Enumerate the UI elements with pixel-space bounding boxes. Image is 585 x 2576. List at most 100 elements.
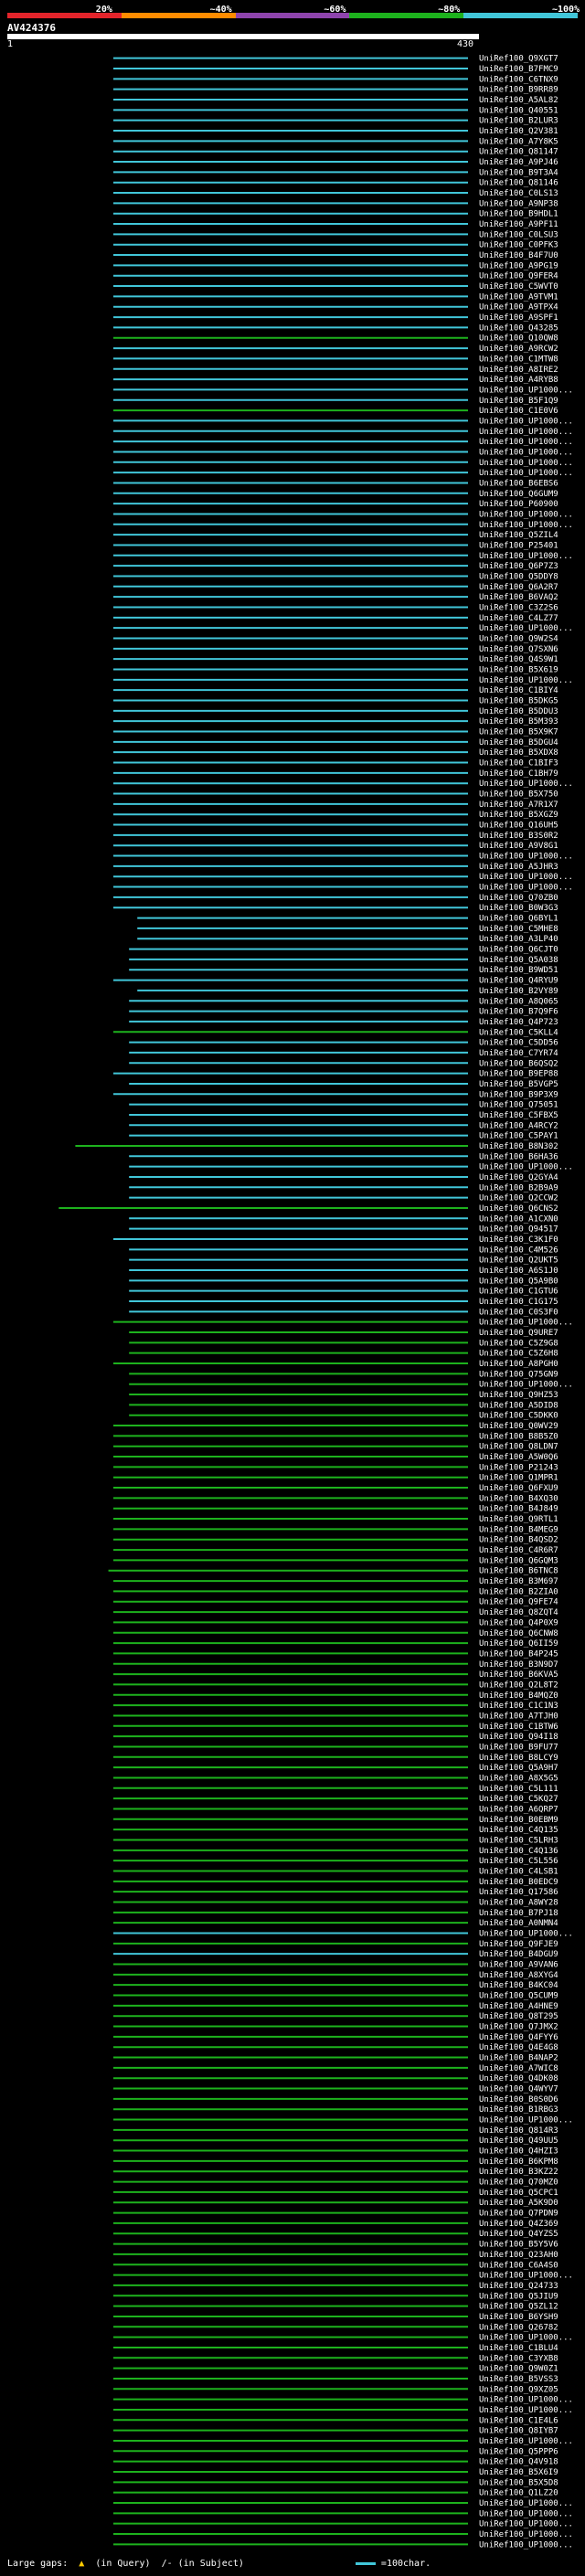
hit-label[interactable]: UniRef100_Q5JIU9 [479,2292,558,2301]
hit-label[interactable]: UniRef100_B0S0D6 [479,2095,558,2104]
hit-label[interactable]: UniRef100_B4QSD2 [479,1536,558,1545]
hit-label[interactable]: UniRef100_UP1000... [479,510,573,519]
hit-label[interactable]: UniRef100_Q5A038 [479,956,558,965]
hit-label[interactable]: UniRef100_Q9RTL1 [479,1515,558,1524]
hit-label[interactable]: UniRef100_B3N9D7 [479,1660,558,1670]
hit-label[interactable]: UniRef100_Q6GQM3 [479,1556,558,1565]
hit-label[interactable]: UniRef100_B9P3X9 [479,1090,558,1099]
hit-label[interactable]: UniRef100_B8N302 [479,1142,558,1151]
hit-label[interactable]: UniRef100_C5Z9G8 [479,1339,558,1348]
hit-label[interactable]: UniRef100_A9VAN6 [479,1961,558,1970]
hit-label[interactable]: UniRef100_UP1000... [479,438,573,447]
hit-label[interactable]: UniRef100_UP1000... [479,2540,573,2549]
hit-label[interactable]: UniRef100_B7Q9F6 [479,1008,558,1017]
hit-label[interactable]: UniRef100_B9FU77 [479,1743,558,1752]
hit-label[interactable]: UniRef100_Q9W2S4 [479,634,558,643]
hit-label[interactable]: UniRef100_C5Z6H8 [479,1350,558,1359]
hit-label[interactable]: UniRef100_B5VSS3 [479,2375,558,2384]
hit-label[interactable]: UniRef100_A8WY28 [479,1898,558,1907]
hit-label[interactable]: UniRef100_UP1000... [479,884,573,893]
hit-label[interactable]: UniRef100_B8LCY9 [479,1754,558,1763]
hit-label[interactable]: UniRef100_UP1000... [479,459,573,468]
hit-label[interactable]: UniRef100_B4J849 [479,1505,558,1514]
hit-label[interactable]: UniRef100_C0LS13 [479,189,558,198]
hit-label[interactable]: UniRef100_C3YXB8 [479,2354,558,2363]
hit-label[interactable]: UniRef100_B6KPM8 [479,2157,558,2167]
hit-label[interactable]: UniRef100_C4LSB1 [479,1867,558,1876]
hit-label[interactable]: UniRef100_C1E0V6 [479,407,558,416]
hit-label[interactable]: UniRef100_C5DD56 [479,1039,558,1048]
hit-label[interactable]: UniRef100_UP1000... [479,552,573,561]
hit-label[interactable]: UniRef100_B6KVA5 [479,1670,558,1680]
hit-label[interactable]: UniRef100_Q6A2R7 [479,583,558,592]
hit-label[interactable]: UniRef100_B5X5D8 [479,2478,558,2487]
hit-label[interactable]: UniRef100_B5VGP5 [479,1080,558,1089]
hit-label[interactable]: UniRef100_Q9HZ53 [479,1391,558,1400]
hit-label[interactable]: UniRef100_Q75051 [479,1101,558,1110]
hit-label[interactable]: UniRef100_Q43285 [479,323,558,333]
hit-label[interactable]: UniRef100_UP1000... [479,779,573,789]
hit-label[interactable]: UniRef100_A9SPF1 [479,313,558,323]
hit-label[interactable]: UniRef100_Q16UH5 [479,822,558,831]
hit-label[interactable]: UniRef100_UP1000... [479,676,573,685]
hit-label[interactable]: UniRef100_Q4P0X9 [479,1618,558,1627]
hit-label[interactable]: UniRef100_C4R6R7 [479,1546,558,1555]
hit-label[interactable]: UniRef100_UP1000... [479,624,573,633]
hit-label[interactable]: UniRef100_B2B9A9 [479,1183,558,1193]
hit-label[interactable]: UniRef100_B5M393 [479,717,558,726]
hit-label[interactable]: UniRef100_UP1000... [479,521,573,530]
hit-label[interactable]: UniRef100_Q70ZB0 [479,894,558,903]
hit-label[interactable]: UniRef100_B9T3A4 [479,168,558,177]
hit-label[interactable]: UniRef100_Q7JMX2 [479,2023,558,2032]
hit-label[interactable]: UniRef100_P21243 [479,1463,558,1472]
hit-label[interactable]: UniRef100_Q24733 [479,2282,558,2291]
hit-label[interactable]: UniRef100_UP1000... [479,448,573,457]
hit-label[interactable]: UniRef100_Q7SXN6 [479,645,558,654]
hit-label[interactable]: UniRef100_Q5CUM9 [479,1992,558,2001]
hit-label[interactable]: UniRef100_A7WIC8 [479,2064,558,2073]
hit-label[interactable]: UniRef100_B4F7U0 [479,251,558,260]
hit-label[interactable]: UniRef100_Q9FER4 [479,272,558,281]
hit-label[interactable]: UniRef100_Q4FYY6 [479,2033,558,2042]
hit-label[interactable]: UniRef100_Q81146 [479,179,558,188]
hit-label[interactable]: UniRef100_C5MHE8 [479,925,558,934]
hit-label[interactable]: UniRef100_A9TPX4 [479,303,558,313]
hit-label[interactable]: UniRef100_C4LZ77 [479,614,558,623]
hit-label[interactable]: UniRef100_UP1000... [479,2116,573,2125]
hit-label[interactable]: UniRef100_Q6II59 [479,1639,558,1648]
hit-label[interactable]: UniRef100_UP1000... [479,428,573,437]
hit-label[interactable]: UniRef100_C1BH79 [479,769,558,779]
hit-label[interactable]: UniRef100_Q6CJT0 [479,946,558,955]
hit-label[interactable]: UniRef100_A3LP40 [479,935,558,944]
hit-label[interactable]: UniRef100_C1G175 [479,1298,558,1307]
hit-label[interactable]: UniRef100_C0LSU3 [479,230,558,239]
hit-label[interactable]: UniRef100_Q40551 [479,106,558,115]
hit-label[interactable]: UniRef100_C1BTW6 [479,1723,558,1732]
hit-label[interactable]: UniRef100_A5AL82 [479,96,558,105]
hit-label[interactable]: UniRef100_A9V8G1 [479,842,558,851]
hit-label[interactable]: UniRef100_A5JHR3 [479,863,558,872]
hit-label[interactable]: UniRef100_Q5PPP6 [479,2447,558,2456]
hit-label[interactable]: UniRef100_C5LRH3 [479,1836,558,1845]
hit-label[interactable]: UniRef100_Q1MPR1 [479,1474,558,1483]
hit-label[interactable]: UniRef100_B4DGU9 [479,1950,558,1959]
hit-label[interactable]: UniRef100_B4XQ30 [479,1494,558,1503]
hit-label[interactable]: UniRef100_Q2V381 [479,127,558,136]
hit-label[interactable]: UniRef100_C5FBX5 [479,1111,558,1120]
hit-label[interactable]: UniRef100_C3Z2S6 [479,603,558,612]
hit-label[interactable]: UniRef100_UP1000... [479,1163,573,1172]
hit-label[interactable]: UniRef100_C1C1N3 [479,1701,558,1711]
hit-label[interactable]: UniRef100_B5DGU4 [479,738,558,747]
hit-label[interactable]: UniRef100_Q6CNW8 [479,1629,558,1638]
hit-label[interactable]: UniRef100_Q70MZ0 [479,2178,558,2188]
hit-label[interactable]: UniRef100_Q4RYU9 [479,977,558,986]
hit-label[interactable]: UniRef100_P60900 [479,500,558,509]
hit-label[interactable]: UniRef100_B6VAQ2 [479,593,558,602]
hit-label[interactable]: UniRef100_C1GTU6 [479,1288,558,1297]
hit-label[interactable]: UniRef100_Q4YZS5 [479,2230,558,2239]
hit-label[interactable]: UniRef100_B9HDL1 [479,210,558,219]
hit-label[interactable]: UniRef100_B0EDC9 [479,1878,558,1887]
hit-label[interactable]: UniRef100_Q2UKT5 [479,1256,558,1266]
hit-label[interactable]: UniRef100_C5L556 [479,1857,558,1866]
hit-label[interactable]: UniRef100_C4Q136 [479,1847,558,1856]
